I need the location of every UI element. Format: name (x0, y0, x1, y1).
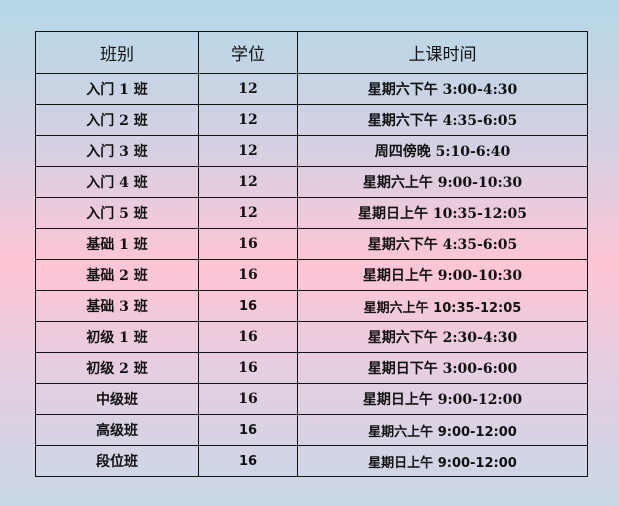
time-cell: 星期六下午 3:00-4:30 (297, 73, 588, 105)
class-name-cell: 入门 1 班 (35, 73, 199, 105)
seats-cell: 16 (198, 228, 298, 260)
seats-cell: 12 (198, 73, 298, 105)
table-row: 高级班 16 星期六上午 9:00-12:00 (35, 414, 588, 446)
table-row: 基础 2 班 16 星期日上午 9:00-10:30 (35, 259, 588, 291)
time-cell: 星期日上午 9:00-10:30 (297, 259, 588, 291)
table-row: 初级 1 班 16 星期六下午 2:30-4:30 (35, 321, 588, 353)
seats-cell: 12 (198, 104, 298, 136)
class-name-cell: 高级班 (35, 414, 199, 446)
seats-cell: 16 (198, 383, 298, 415)
table-row: 中级班 16 星期日上午 9:00-12:00 (35, 383, 588, 415)
time-cell: 星期日下午 3:00-6:00 (297, 352, 588, 384)
seats-cell: 12 (198, 166, 298, 198)
seats-cell: 16 (198, 445, 298, 477)
time-cell: 星期日上午 9:00-12:00 (297, 445, 588, 477)
class-name-cell: 基础 3 班 (35, 290, 199, 322)
seats-cell: 16 (198, 259, 298, 291)
table-row: 入门 2 班 12 星期六下午 4:35-6:05 (35, 104, 588, 136)
table-row: 入门 3 班 12 周四傍晚 5:10-6:40 (35, 135, 588, 167)
table-row: 入门 4 班 12 星期六上午 9:00-10:30 (35, 166, 588, 198)
class-name-cell: 中级班 (35, 383, 199, 415)
class-name-cell: 初级 2 班 (35, 352, 199, 384)
time-cell: 星期日上午 9:00-12:00 (297, 383, 588, 415)
table-row: 初级 2 班 16 星期日下午 3:00-6:00 (35, 352, 588, 384)
time-cell: 星期六下午 2:30-4:30 (297, 321, 588, 353)
class-name-cell: 基础 2 班 (35, 259, 199, 291)
class-name-cell: 段位班 (35, 445, 199, 477)
time-cell: 星期六上午 9:00-10:30 (297, 166, 588, 198)
table-row: 基础 3 班 16 星期六上午 10:35-12:05 (35, 290, 588, 322)
seats-cell: 16 (198, 352, 298, 384)
class-name-cell: 入门 2 班 (35, 104, 199, 136)
header-row: 班别 学位 上课时间 (35, 31, 588, 74)
time-cell: 星期六上午 10:35-12:05 (297, 290, 588, 322)
time-cell: 星期日上午 10:35-12:05 (297, 197, 588, 229)
seats-cell: 16 (198, 290, 298, 322)
seats-cell: 12 (198, 135, 298, 167)
table-row: 入门 1 班 12 星期六下午 3:00-4:30 (35, 73, 588, 105)
class-name-cell: 入门 5 班 (35, 197, 199, 229)
class-name-cell: 初级 1 班 (35, 321, 199, 353)
header-seats: 学位 (198, 31, 298, 74)
time-cell: 周四傍晚 5:10-6:40 (297, 135, 588, 167)
header-class: 班别 (35, 31, 199, 74)
time-cell: 星期六上午 9:00-12:00 (297, 414, 588, 446)
table-row: 基础 1 班 16 星期六下午 4:35-6:05 (35, 228, 588, 260)
seats-cell: 16 (198, 321, 298, 353)
class-name-cell: 入门 3 班 (35, 135, 199, 167)
class-name-cell: 入门 4 班 (35, 166, 199, 198)
table-row: 段位班 16 星期日上午 9:00-12:00 (35, 445, 588, 477)
seats-cell: 12 (198, 197, 298, 229)
time-cell: 星期六下午 4:35-6:05 (297, 228, 588, 260)
class-schedule-table: 班别 学位 上课时间 入门 1 班 12 星期六下午 3:00-4:30 入门 2 班… (35, 31, 588, 477)
seats-cell: 16 (198, 414, 298, 446)
class-name-cell: 基础 1 班 (35, 228, 199, 260)
table-row: 入门 5 班 12 星期日上午 10:35-12:05 (35, 197, 588, 229)
time-cell: 星期六下午 4:35-6:05 (297, 104, 588, 136)
header-time: 上课时间 (297, 31, 588, 74)
